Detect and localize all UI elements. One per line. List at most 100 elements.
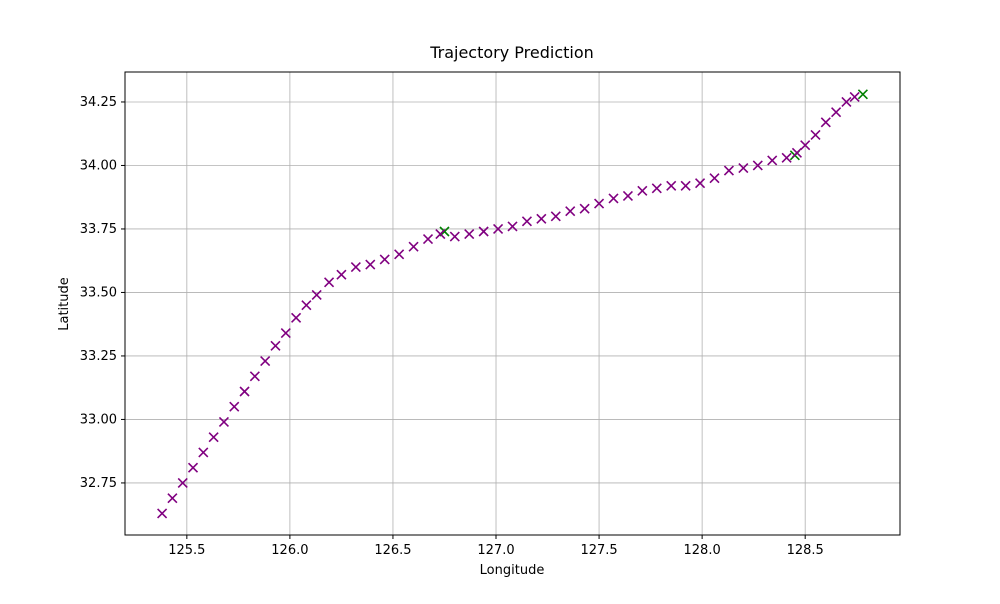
marker-stroke [857, 89, 868, 100]
marker [651, 183, 662, 194]
marker-stroke [270, 340, 281, 351]
y-tick-label: 33.00 [80, 412, 117, 427]
marker [249, 371, 260, 382]
marker-stroke [167, 493, 178, 504]
marker-stroke [422, 234, 434, 245]
marker [666, 180, 677, 191]
marker [723, 165, 734, 176]
marker [336, 269, 347, 280]
chart-title: Trajectory Prediction [429, 43, 594, 62]
marker [622, 190, 633, 202]
marker-stroke [752, 160, 763, 171]
marker-stroke [521, 216, 532, 227]
marker-stroke [579, 203, 590, 214]
marker [291, 312, 302, 323]
marker [394, 249, 405, 260]
marker [637, 185, 648, 196]
marker-stroke [249, 371, 260, 382]
marker [820, 117, 831, 128]
marker [177, 477, 188, 489]
marker [208, 432, 219, 443]
marker [752, 160, 763, 171]
marker-stroke [831, 107, 842, 118]
marker-stroke [493, 223, 504, 235]
plot-frame [124, 71, 901, 536]
marker-stroke [464, 228, 475, 240]
marker-stroke [229, 401, 240, 412]
x-tick-label: 125.5 [168, 543, 205, 558]
marker [365, 259, 376, 270]
marker-stroke [177, 477, 188, 489]
marker-stroke [187, 462, 199, 473]
marker [422, 234, 434, 245]
marker-stroke [820, 117, 831, 128]
marker-stroke [608, 193, 619, 204]
marker-stroke [767, 155, 778, 166]
marker-stroke [291, 312, 302, 323]
marker-stroke [800, 140, 811, 151]
marker-stroke [408, 241, 419, 252]
marker-stroke [435, 228, 446, 240]
marker [449, 231, 460, 242]
marker [493, 223, 504, 235]
marker-stroke [157, 508, 168, 519]
marker-stroke [738, 162, 749, 174]
marker [435, 228, 446, 240]
marker [709, 173, 720, 184]
x-tick-label: 126.0 [271, 543, 308, 558]
marker-stroke [709, 173, 720, 184]
marker [187, 462, 199, 473]
marker [791, 147, 803, 158]
marker-stroke [536, 213, 547, 224]
marker [536, 213, 547, 224]
marker-stroke [791, 147, 803, 158]
marker [270, 340, 281, 351]
marker-stroke [260, 355, 271, 367]
y-tick-label: 34.00 [80, 158, 117, 173]
marker-stroke [323, 277, 335, 288]
x-tick-label: 126.5 [374, 543, 411, 558]
marker-stroke [379, 254, 390, 265]
marker [695, 178, 706, 189]
marker-stroke [218, 416, 230, 428]
marker [478, 226, 489, 237]
marker [311, 289, 322, 301]
marker-stroke [849, 91, 860, 102]
y-tick-label: 33.50 [80, 285, 117, 300]
marker [608, 193, 619, 204]
marker-stroke [637, 185, 648, 196]
marker [521, 216, 532, 227]
marker-stroke [810, 129, 821, 141]
marker [350, 261, 361, 273]
y-tick-label: 32.75 [80, 476, 117, 491]
marker [198, 447, 209, 458]
marker [408, 241, 419, 252]
marker [565, 206, 576, 217]
marker-stroke [781, 152, 792, 163]
marker [738, 162, 749, 174]
marker [218, 416, 230, 428]
y-tick-label: 34.25 [80, 95, 117, 110]
y-axis-label: Latitude [57, 277, 72, 331]
marker-stroke [280, 328, 291, 339]
marker [680, 180, 691, 191]
marker [800, 140, 811, 151]
marker-stroke [365, 259, 376, 270]
marker-stroke [208, 432, 219, 443]
marker-stroke [550, 211, 561, 222]
y-tick-label: 33.75 [80, 222, 117, 237]
marker-stroke [651, 183, 662, 194]
marker-stroke [311, 289, 322, 301]
marker [857, 89, 868, 100]
x-axis-label: Longitude [480, 563, 545, 578]
marker-stroke [622, 190, 633, 202]
marker-stroke [198, 447, 209, 458]
marker [841, 96, 852, 108]
marker-stroke [680, 180, 691, 191]
marker [464, 228, 475, 240]
marker-stroke [695, 178, 706, 189]
marker [379, 254, 390, 265]
marker [767, 155, 778, 166]
marker [167, 493, 178, 504]
marker-stroke [478, 226, 489, 237]
